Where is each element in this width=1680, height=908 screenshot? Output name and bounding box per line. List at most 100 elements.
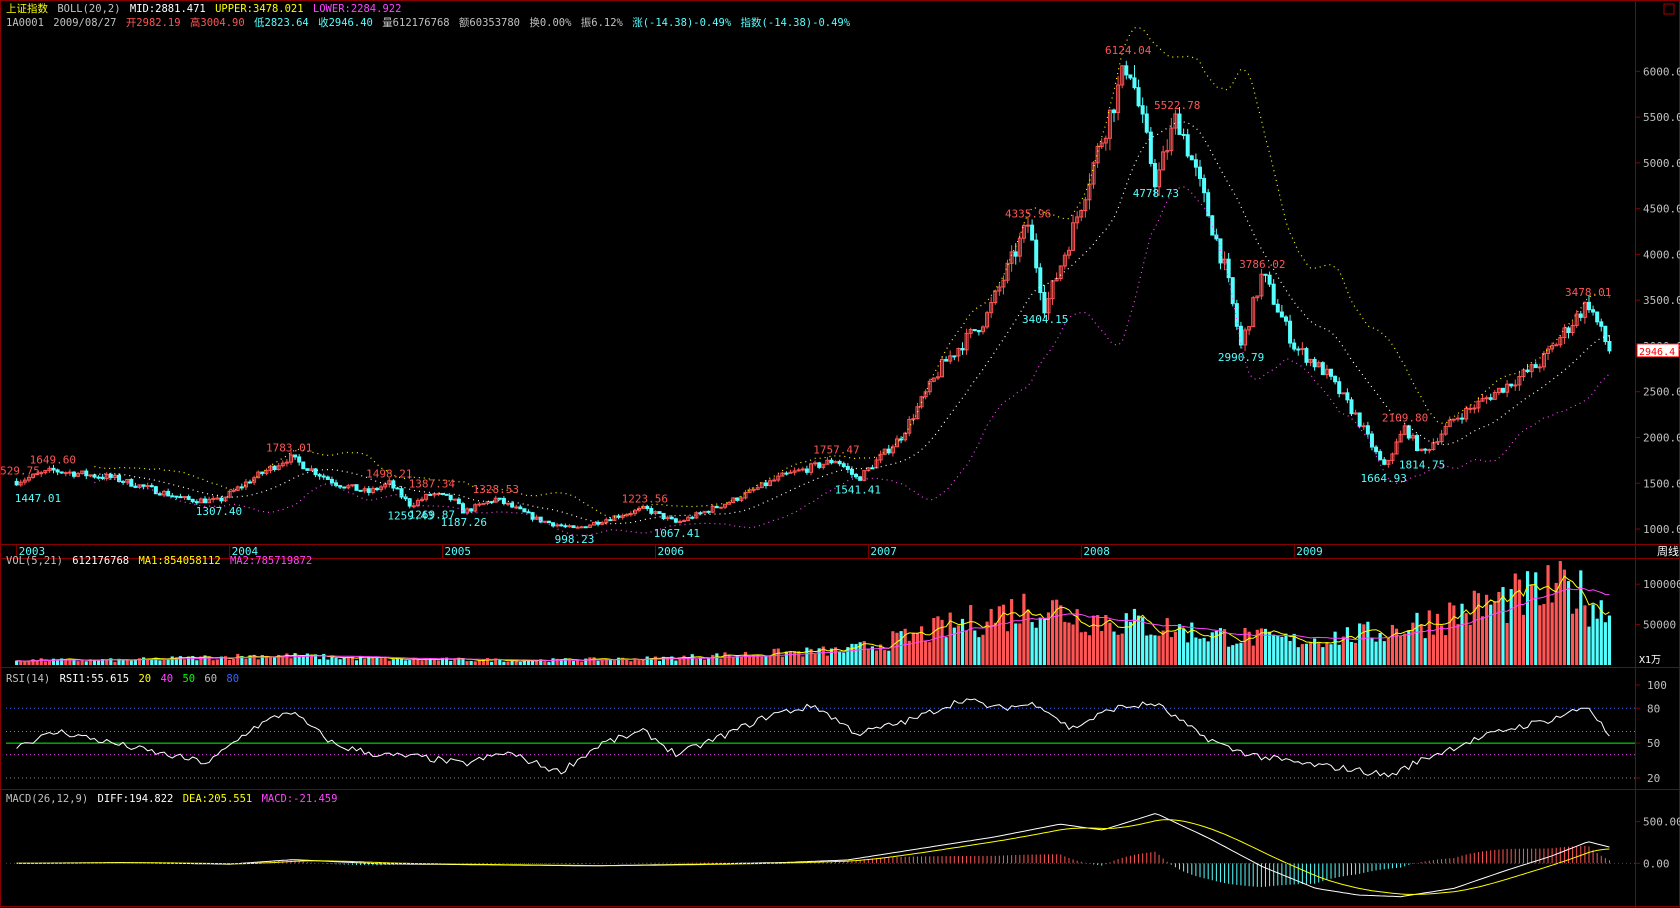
current-price-tag: 2946.4 (1639, 347, 1675, 358)
candle-body (243, 481, 248, 488)
volume-bar (924, 640, 928, 665)
volume-bar (215, 659, 219, 665)
volume-bar (1493, 601, 1497, 665)
volume-bar (903, 628, 907, 665)
candle-body (653, 511, 658, 514)
candle-body (714, 505, 719, 509)
candle-body (1095, 146, 1100, 164)
candle-body (1484, 397, 1489, 400)
price-annotation: 1447.01 (15, 492, 61, 505)
candle-body (317, 474, 322, 477)
candle-body (583, 526, 588, 529)
volume-bar (502, 661, 506, 665)
volume-bar (1059, 605, 1063, 665)
volume-bar (305, 653, 309, 665)
volume-bar (1288, 640, 1292, 665)
volume-bar (1591, 604, 1595, 665)
volume-bar (391, 659, 395, 665)
volume-bar (363, 658, 367, 665)
volume-bar (1607, 615, 1612, 665)
candle-body (162, 490, 167, 496)
candle-body (587, 524, 592, 528)
volume-bar (1165, 618, 1169, 665)
candle-body (1107, 109, 1112, 139)
candle-body (1324, 368, 1329, 376)
volume-bar (1112, 631, 1116, 665)
quote-low: 低2823.64 (254, 17, 309, 29)
volume-bar (862, 641, 866, 665)
candle-body (796, 469, 801, 472)
candle-body (1218, 238, 1223, 264)
volume-bar (727, 655, 731, 665)
candle-body (112, 474, 117, 478)
volume-bar (690, 654, 694, 665)
volume-bar (1382, 641, 1386, 665)
candle-body (763, 482, 768, 487)
candle-body (1251, 297, 1256, 328)
volume-bar (682, 655, 686, 665)
candle-body (47, 467, 52, 471)
candle-body (620, 515, 625, 518)
candle-body (682, 520, 687, 523)
boll-mid-line (94, 121, 1610, 525)
candle-body (677, 520, 682, 523)
candle-body (1558, 337, 1563, 346)
candle-body (788, 471, 793, 474)
volume-bar (571, 661, 576, 665)
price-annotation: 1067.41 (654, 527, 700, 540)
volume-bar (1444, 635, 1448, 665)
volume-bar (997, 606, 1001, 665)
candle-body (1267, 274, 1272, 285)
volume-bar (453, 658, 457, 665)
volume-bar (244, 658, 248, 665)
candle-body (968, 329, 973, 334)
volume-bar (1071, 624, 1075, 665)
volume-bar (1272, 635, 1276, 665)
candle-body (890, 446, 895, 454)
volume-bar (698, 657, 703, 665)
candle-body (1202, 177, 1207, 194)
candle-body (1582, 301, 1587, 318)
candle-body (1255, 295, 1260, 299)
candle-body (518, 506, 523, 510)
candle-body (505, 502, 510, 505)
volume-bar (567, 660, 572, 665)
candle-body (833, 460, 838, 464)
candle-body (1288, 320, 1293, 344)
candle-body (493, 497, 498, 503)
candle-body (649, 507, 654, 514)
volume-bar (137, 658, 142, 665)
candle-body (166, 490, 171, 497)
candle-body (497, 497, 502, 500)
candle-body (866, 467, 871, 472)
candle-body (198, 498, 203, 504)
candle-body (1550, 345, 1555, 350)
candle-body (276, 465, 281, 470)
quote-line: 1A0001 2009/08/27 开2982.19 高3004.90 低282… (6, 17, 853, 30)
candle-body (1415, 435, 1420, 452)
volume-bar (64, 658, 68, 665)
volume-bar (170, 656, 174, 665)
volume-bar (1231, 645, 1235, 665)
volume-bar (1173, 631, 1178, 665)
candle-body (1562, 327, 1567, 339)
volume-bar (248, 655, 252, 665)
volume-bar (1448, 602, 1452, 665)
candle-body (1124, 65, 1129, 76)
volume-bar (555, 658, 559, 665)
volume-bar (1132, 608, 1137, 665)
volume-bar (1083, 631, 1087, 665)
volume-bar (432, 659, 436, 665)
volume-bar (670, 656, 674, 665)
candle-body (1300, 348, 1305, 351)
volume-bar (1427, 610, 1431, 665)
volume-bar (1243, 627, 1247, 665)
candle-body (1541, 352, 1546, 368)
volume-bar (1403, 633, 1407, 665)
candle-body (391, 480, 396, 489)
candle-body (301, 461, 306, 470)
price-annotation: 1269.87 (409, 508, 455, 521)
candle-body (436, 492, 441, 495)
volume-bar (146, 658, 150, 665)
